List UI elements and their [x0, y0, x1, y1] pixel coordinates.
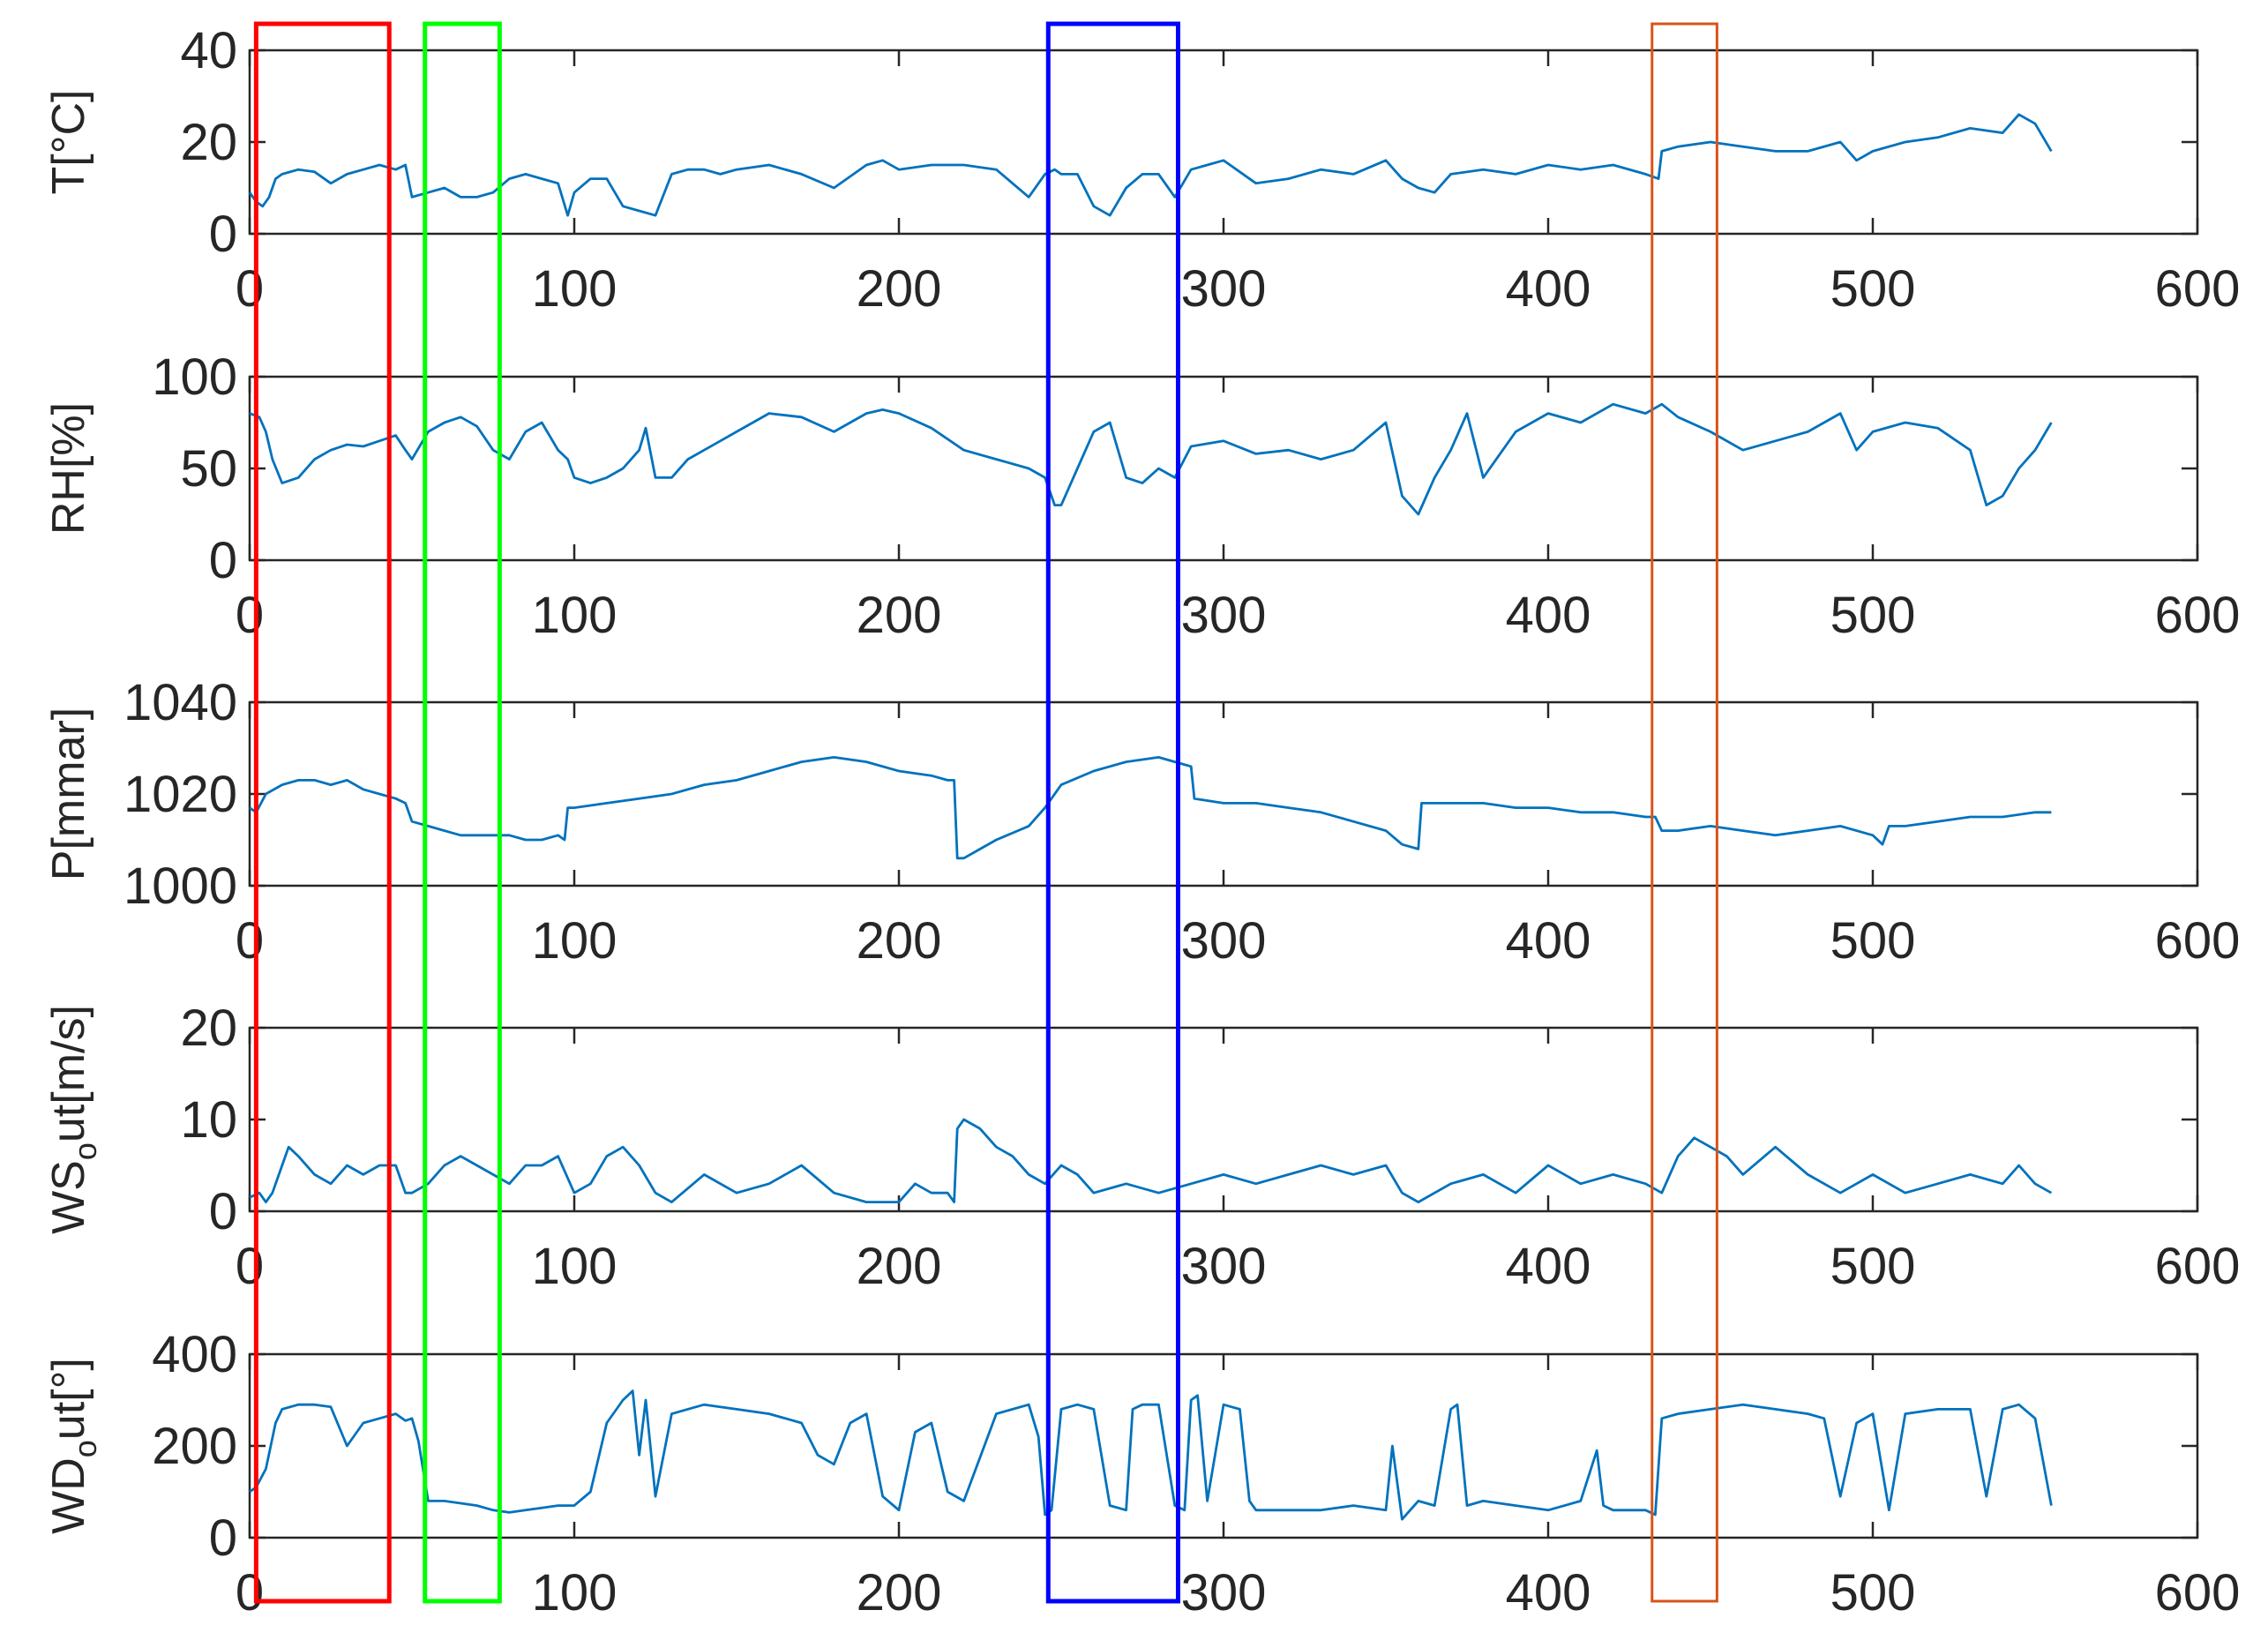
y-axis-label-main-WD: WD: [43, 1457, 94, 1534]
x-tick-label-WS-600: 600: [2155, 1238, 2241, 1295]
y-axis-label-rest-WD: ut[°]: [43, 1358, 94, 1440]
y-tick-label-P-1040: 1040: [124, 674, 237, 731]
series-line-T: [248, 113, 2053, 217]
x-tick-label-P-400: 400: [1506, 912, 1591, 970]
x-tick-label-WS-500: 500: [1830, 1238, 1916, 1295]
x-tick-label-WD-0: 0: [236, 1564, 264, 1621]
y-axis-label-sub-WS: o: [67, 1142, 103, 1160]
y-tick-label-P-1020: 1020: [124, 766, 237, 823]
x-tick-label-RH-500: 500: [1830, 587, 1916, 644]
x-tick-label-T-300: 300: [1181, 260, 1267, 318]
axes-frame-P: [248, 700, 2199, 887]
highlight-bands: [253, 21, 1718, 1604]
axes-frame-WS: [248, 1026, 2199, 1213]
x-tick-label-T-200: 200: [857, 260, 942, 318]
x-tick-label-T-500: 500: [1830, 260, 1916, 318]
y-tick-label-T-20: 20: [180, 114, 237, 171]
x-tick-label-RH-300: 300: [1181, 587, 1267, 644]
x-tick-label-WD-100: 100: [532, 1564, 618, 1621]
y-tick-label-WS-10: 10: [180, 1091, 237, 1149]
subplot-T: 0 100 200 300 400 500 600 0 20 40 T[°C]: [43, 22, 2240, 318]
y-tick-label-RH-0: 0: [209, 532, 237, 589]
x-tick-label-WS-100: 100: [532, 1238, 618, 1295]
axes-frame-WD: [248, 1352, 2199, 1539]
subplot-WD: 0 100 200 300 400 500 600 0 200 400 WDout[°]: [43, 1326, 2240, 1621]
y-tick-label-WS-0: 0: [209, 1183, 237, 1240]
highlight-band-blue: [1045, 21, 1180, 1604]
y-tick-label-RH-50: 50: [180, 440, 237, 498]
x-tick-label-T-0: 0: [236, 260, 264, 318]
y-axis-label-WD: WDout[°]: [43, 1358, 103, 1534]
series-line-P: [249, 756, 2052, 860]
series-line-WS: [249, 1118, 2053, 1203]
x-tick-label-WS-300: 300: [1181, 1238, 1267, 1295]
highlight-band-green: [423, 21, 502, 1604]
axes-frame-RH: [248, 375, 2199, 562]
highlight-band-orange: [1650, 22, 1718, 1603]
x-tick-label-WS-0: 0: [236, 1238, 264, 1295]
x-tick-label-T-100: 100: [532, 260, 618, 318]
y-tick-label-T-40: 40: [180, 22, 237, 79]
y-axis-label-main-T: T[°C]: [43, 89, 94, 194]
y-tick-label-WD-0: 0: [209, 1509, 237, 1567]
y-tick-label-WD-200: 200: [152, 1418, 237, 1475]
x-tick-label-WD-500: 500: [1830, 1564, 1916, 1621]
x-tick-label-WD-300: 300: [1181, 1564, 1267, 1621]
x-tick-label-P-600: 600: [2155, 912, 2241, 970]
series-line-WD: [249, 1389, 2053, 1521]
x-tick-label-WS-200: 200: [857, 1238, 942, 1295]
x-tick-label-RH-100: 100: [532, 587, 618, 644]
y-tick-label-T-0: 0: [209, 206, 237, 263]
highlight-band-red: [253, 21, 392, 1604]
subplot-RH: 0 100 200 300 400 500 600 0 50 100 RH[%]: [43, 348, 2240, 644]
x-tick-label-RH-200: 200: [857, 587, 942, 644]
y-axis-label-WS: WSout[m/s]: [43, 1005, 103, 1234]
y-tick-label-RH-100: 100: [152, 348, 237, 406]
x-tick-label-RH-0: 0: [236, 587, 264, 644]
y-axis-label-sub-WD: o: [67, 1440, 103, 1457]
x-tick-label-P-0: 0: [236, 912, 264, 970]
y-axis-label-main-WS: WS: [43, 1160, 94, 1234]
subplot-P: 0 100 200 300 400 500 600 1000 1020 1040 P[mmar]: [43, 674, 2240, 970]
y-axis-label-main-P: P[mmar]: [43, 708, 94, 880]
y-axis-label-main-RH: RH[%]: [43, 402, 94, 535]
x-tick-label-T-600: 600: [2155, 260, 2241, 318]
y-axis-label-T: T[°C]: [43, 89, 94, 194]
x-tick-label-WS-400: 400: [1506, 1238, 1591, 1295]
x-tick-label-P-100: 100: [532, 912, 618, 970]
series-line-RH: [249, 402, 2053, 516]
y-tick-label-P-1000: 1000: [124, 857, 237, 915]
x-tick-label-WD-400: 400: [1506, 1564, 1591, 1621]
y-axis-label-RH: RH[%]: [43, 402, 94, 535]
x-tick-label-T-400: 400: [1506, 260, 1591, 318]
x-tick-label-P-200: 200: [857, 912, 942, 970]
x-tick-label-P-500: 500: [1830, 912, 1916, 970]
y-tick-label-WS-20: 20: [180, 1000, 237, 1057]
x-tick-label-WD-200: 200: [857, 1564, 942, 1621]
x-tick-label-RH-400: 400: [1506, 587, 1591, 644]
x-tick-label-WD-600: 600: [2155, 1564, 2241, 1621]
x-tick-label-P-300: 300: [1181, 912, 1267, 970]
x-tick-label-RH-600: 600: [2155, 587, 2241, 644]
subplot-WS: 0 100 200 300 400 500 600 0 10 20 WSout[m/s]: [43, 1000, 2240, 1295]
y-axis-label-P: P[mmar]: [43, 708, 94, 880]
y-tick-label-WD-400: 400: [152, 1326, 237, 1383]
y-axis-label-rest-WS: ut[m/s]: [43, 1005, 94, 1142]
